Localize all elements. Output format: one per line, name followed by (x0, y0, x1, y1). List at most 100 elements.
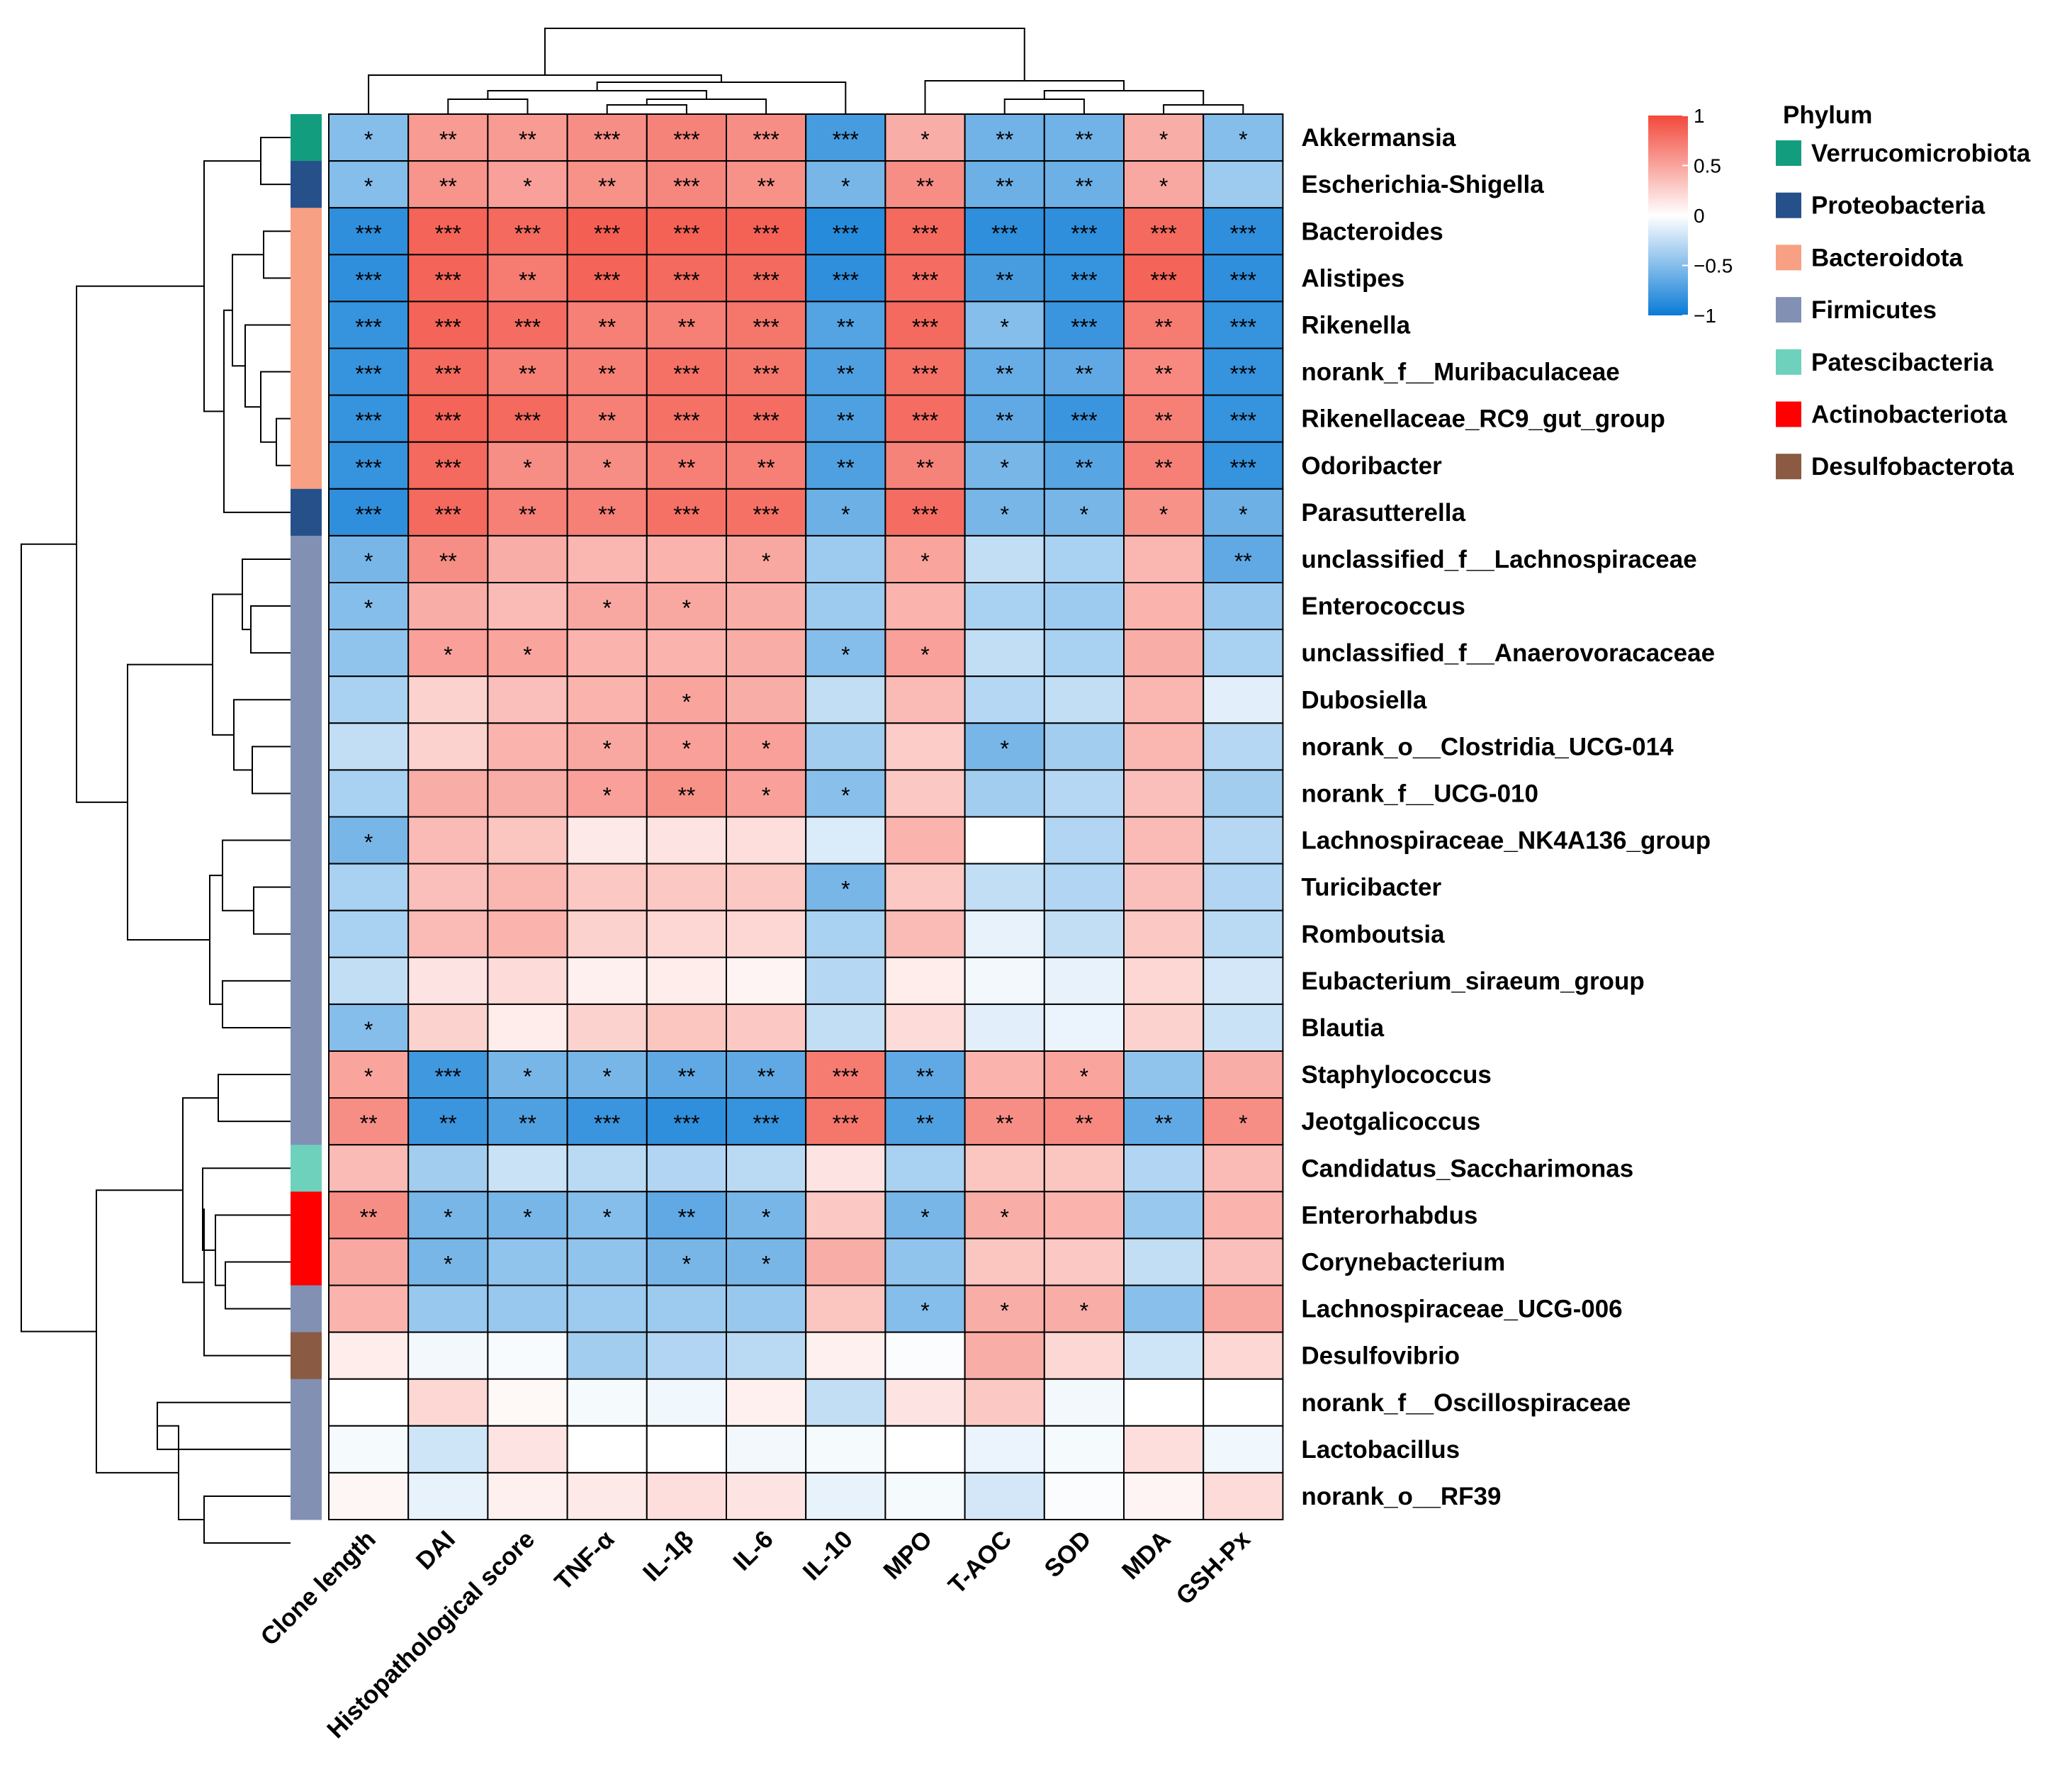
significance-label: *** (673, 361, 699, 387)
heatmap-cell (328, 816, 410, 865)
heatmap-cell (328, 394, 410, 443)
heatmap-cell (646, 441, 727, 490)
heatmap-cell (407, 1284, 489, 1333)
significance-label: *** (355, 220, 381, 246)
significance-label: * (444, 1204, 452, 1230)
heatmap-cell (1203, 534, 1284, 584)
heatmap-cell (566, 488, 648, 537)
dendrogram-branch (222, 839, 291, 911)
row-label: Enterococcus (1301, 593, 1465, 620)
heatmap-cell (1123, 769, 1205, 818)
row-label: norank_o__RF39 (1301, 1483, 1501, 1510)
significance-label: * (523, 174, 531, 199)
heatmap-cell (1043, 769, 1125, 818)
heatmap-cell (328, 207, 410, 256)
dendrogram-branch (447, 99, 529, 114)
heatmap-cell (646, 254, 727, 303)
significance-label: *** (673, 267, 699, 293)
heatmap-cell (487, 863, 568, 911)
significance-label: *** (594, 267, 620, 293)
heatmap-cell (884, 1050, 966, 1099)
significance-label: *** (355, 267, 381, 293)
legend-label: Verrucomicrobiota (1811, 140, 2031, 167)
heatmap-cell (726, 1144, 807, 1193)
legend-swatch (1776, 454, 1801, 480)
heatmap-cell (884, 769, 966, 818)
significance-label: * (920, 549, 929, 574)
heatmap-cells (328, 113, 1284, 1520)
heatmap-cell (1203, 1378, 1284, 1427)
heatmap-cell (646, 1378, 727, 1427)
heatmap-cell (1203, 769, 1284, 818)
heatmap-cell (884, 1331, 966, 1380)
heatmap-cell (328, 1284, 410, 1333)
significance-label: *** (833, 220, 859, 246)
significance-label: *** (912, 267, 938, 293)
significance-label: ** (837, 455, 855, 481)
heatmap-cell (328, 722, 410, 771)
heatmap-cell (566, 347, 648, 396)
heatmap-cell (1123, 441, 1205, 490)
heatmap-cell (487, 1284, 568, 1333)
significance-label: * (762, 549, 770, 574)
heatmap-cell (1123, 956, 1205, 1005)
column-label: IL-10 (798, 1525, 858, 1586)
phylum-annotation-cell (291, 114, 322, 162)
phylum-annotation-cell (291, 1238, 322, 1286)
significance-label: *** (991, 220, 1018, 246)
heatmap-cell (1203, 816, 1284, 865)
significance-label: * (841, 782, 850, 808)
significance-label: ** (439, 1111, 457, 1136)
heatmap-cell (726, 1331, 807, 1380)
row-label: Rikenella (1301, 311, 1410, 339)
significance-label: * (1159, 127, 1168, 152)
heatmap-cell (805, 207, 886, 256)
dendrogram-branch (260, 137, 291, 186)
dendrogram-branch (924, 80, 1125, 114)
dendrogram-branch (646, 99, 767, 114)
heatmap-cell (726, 722, 807, 771)
heatmap-cell (1203, 909, 1284, 958)
heatmap-cell (646, 863, 727, 911)
heatmap-cell (1123, 675, 1205, 724)
heatmap-cell (1123, 1331, 1205, 1380)
significance-label: * (841, 174, 850, 199)
row-label: norank_f__Oscillospiraceae (1301, 1389, 1631, 1417)
colorbar-tick-label: −0.5 (1694, 255, 1733, 277)
heatmap-cell (487, 675, 568, 724)
column-label: Clone length (255, 1525, 381, 1651)
heatmap-cell (566, 1191, 648, 1240)
heatmap-cell (884, 301, 966, 349)
phylum-annotation-cell (291, 535, 322, 583)
significance-label: * (841, 642, 850, 668)
heatmap-cell (726, 160, 807, 209)
dendrogram-branch (232, 254, 264, 367)
heatmap-cell (1203, 1144, 1284, 1193)
row-label: Parasutterella (1301, 499, 1465, 527)
row-label: Corynebacterium (1301, 1248, 1505, 1276)
dendrogram-branch (244, 324, 291, 408)
significance-label: *** (435, 1064, 461, 1089)
significance-label: *** (435, 267, 461, 293)
significance-label: ** (996, 267, 1013, 293)
significance-label: * (602, 1204, 611, 1230)
heatmap-cell (726, 769, 807, 818)
significance-label: ** (1155, 361, 1173, 387)
heatmap-cell (646, 769, 727, 818)
heatmap-cell (407, 1425, 489, 1474)
row-label: unclassified_f__Lachnospiraceae (1301, 546, 1696, 573)
heatmap-cell (407, 863, 489, 911)
heatmap-cell (328, 1331, 410, 1380)
heatmap-cell (328, 160, 410, 209)
significance-label: * (364, 830, 373, 855)
heatmap-cell (1203, 675, 1284, 724)
row-label: unclassified_f__Anaerovoracaceae (1301, 639, 1715, 667)
heatmap-cell (646, 207, 727, 256)
legend-label: Actinobacteriota (1811, 401, 2008, 429)
significance-label: ** (916, 1064, 934, 1089)
significance-label: *** (435, 455, 461, 481)
heatmap-cell (805, 1097, 886, 1146)
heatmap-cell (1123, 863, 1205, 911)
heatmap-cell (805, 816, 886, 865)
significance-label: ** (1075, 127, 1093, 152)
